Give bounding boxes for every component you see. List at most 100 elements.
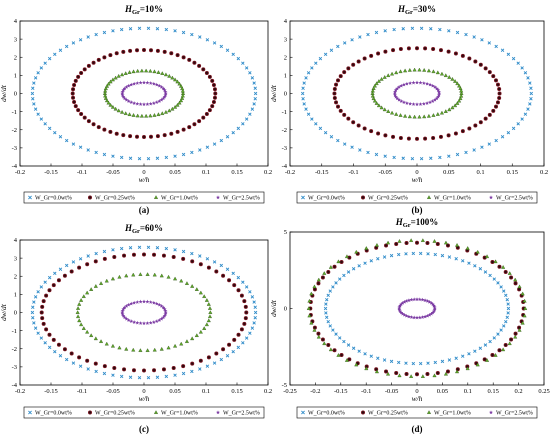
y-tick-label: 1 <box>14 292 17 299</box>
y-tick-label: -4 <box>12 163 18 170</box>
data-point <box>119 155 124 160</box>
y-tick-label: -3 <box>282 145 287 152</box>
data-point <box>354 362 359 367</box>
data-point <box>334 100 339 105</box>
data-point <box>419 26 424 31</box>
data-point <box>443 240 448 245</box>
data-point <box>499 285 503 289</box>
data-point <box>169 131 174 136</box>
data-point <box>478 346 483 350</box>
y-axis-label: dw/dt <box>269 84 278 102</box>
data-point <box>336 138 340 143</box>
data-point <box>417 114 422 119</box>
data-point <box>495 82 500 87</box>
data-point <box>157 83 162 88</box>
data-point <box>161 86 166 91</box>
data-point <box>453 103 458 108</box>
legend-label: W_Gr=0.0wt% <box>35 411 72 417</box>
x-tick-label: 0.2 <box>264 388 272 395</box>
data-point <box>121 313 126 318</box>
data-point <box>485 254 490 259</box>
data-point <box>513 277 518 282</box>
data-point <box>78 145 83 149</box>
data-point <box>145 348 150 352</box>
data-point <box>122 96 127 101</box>
chart-title: HGr=60% <box>124 223 163 235</box>
data-point <box>310 117 314 121</box>
data-point <box>391 48 396 53</box>
data-point <box>383 154 387 158</box>
data-point <box>194 287 199 291</box>
data-point <box>190 251 194 256</box>
data-point <box>243 304 248 309</box>
data-point <box>483 116 488 121</box>
data-point <box>408 101 413 106</box>
plot-frame <box>19 20 269 167</box>
data-point <box>528 81 532 85</box>
data-point <box>490 259 495 264</box>
data-point <box>485 358 490 362</box>
x-tick-label: -0.15 <box>334 388 348 395</box>
data-point <box>397 306 402 311</box>
data-point <box>302 81 306 85</box>
data-point <box>190 369 194 374</box>
legend-marker <box>360 410 365 415</box>
data-point <box>358 35 362 39</box>
data-point <box>458 86 463 90</box>
data-point <box>135 134 140 139</box>
data-point <box>155 156 160 160</box>
data-point <box>120 310 125 315</box>
data-point <box>492 336 497 340</box>
data-point <box>85 358 90 363</box>
data-point <box>526 76 530 80</box>
data-point <box>86 254 90 258</box>
data-point <box>33 326 38 330</box>
legend-label: W_Gr=1.0wt% <box>161 196 198 202</box>
data-point <box>404 313 409 318</box>
data-point <box>148 81 153 85</box>
data-point <box>314 61 318 65</box>
data-point <box>394 371 399 376</box>
data-point <box>212 361 217 365</box>
data-point <box>504 319 508 324</box>
data-point <box>516 122 520 126</box>
data-point <box>242 321 247 326</box>
series-circle <box>332 46 502 141</box>
y-tick-label: -1 <box>12 109 17 116</box>
data-point <box>181 152 186 157</box>
data-point <box>221 347 226 352</box>
data-point <box>51 337 56 342</box>
data-point <box>306 112 311 116</box>
data-point <box>480 145 484 149</box>
data-point <box>347 357 352 362</box>
data-point <box>128 156 133 160</box>
data-point <box>426 361 430 365</box>
data-point <box>181 30 186 35</box>
data-point <box>439 110 444 115</box>
data-point <box>120 312 125 316</box>
data-point <box>422 68 427 72</box>
data-point <box>473 349 477 353</box>
data-point <box>173 77 178 82</box>
data-point <box>366 32 370 37</box>
series-star <box>120 299 168 326</box>
data-point <box>410 26 415 31</box>
data-point <box>71 41 76 45</box>
data-point <box>164 155 169 160</box>
data-point <box>250 326 255 330</box>
legend-marker <box>489 195 493 200</box>
x-tick-label: 0.2 <box>264 169 272 176</box>
data-point <box>128 375 133 379</box>
data-point <box>383 49 388 54</box>
data-point <box>241 341 245 345</box>
data-point <box>163 312 168 316</box>
data-point <box>443 73 448 77</box>
data-point <box>483 66 488 71</box>
y-tick-label: 4 <box>14 237 18 244</box>
data-point <box>383 133 388 138</box>
data-point <box>78 38 83 42</box>
data-point <box>436 93 441 97</box>
data-point <box>431 47 436 52</box>
data-point <box>62 347 67 352</box>
series-x <box>300 26 534 161</box>
